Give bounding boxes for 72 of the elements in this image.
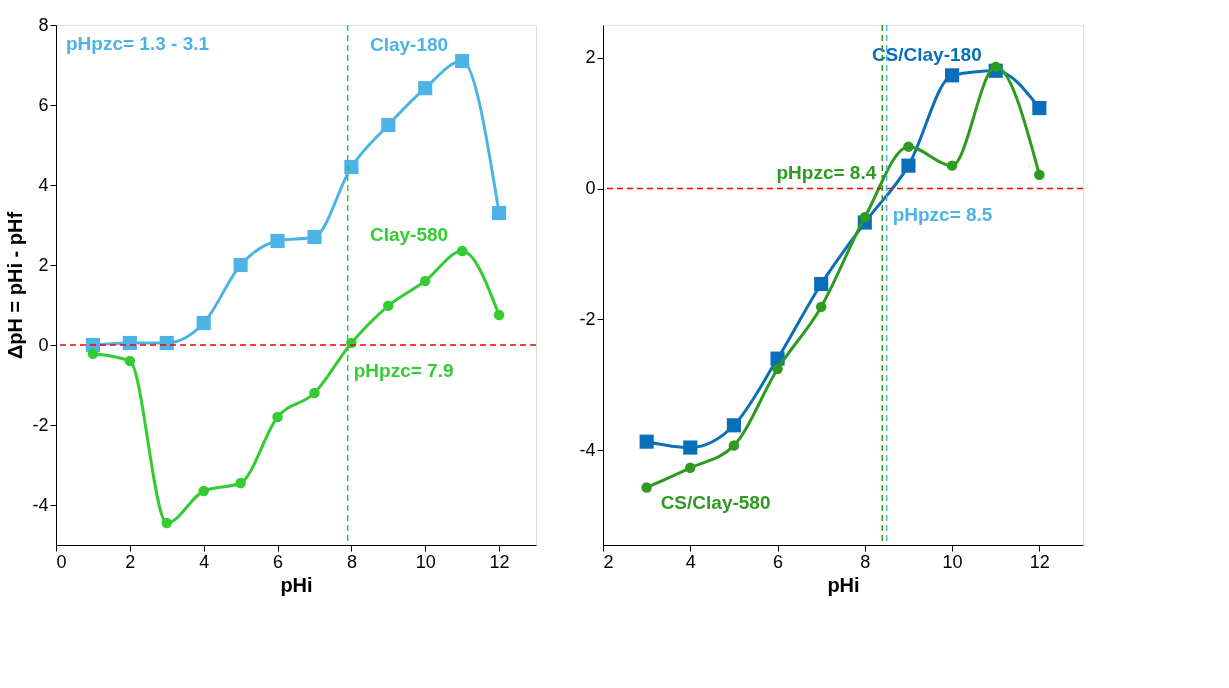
- series-label: CS/Clay-580: [660, 492, 771, 514]
- x-tick-label: 12: [1029, 551, 1050, 572]
- point: [492, 205, 507, 221]
- point: [270, 233, 285, 249]
- x-tick-label: 0: [56, 551, 67, 572]
- point: [419, 275, 431, 287]
- point: [726, 418, 741, 433]
- point: [685, 462, 696, 474]
- point: [641, 482, 652, 493]
- point: [946, 160, 958, 171]
- point: [307, 229, 322, 245]
- point: [815, 301, 827, 313]
- point: [161, 517, 173, 529]
- point: [1032, 101, 1047, 116]
- point: [1034, 169, 1045, 181]
- point: [728, 440, 740, 451]
- point: [772, 363, 783, 375]
- point: [87, 348, 99, 360]
- point: [493, 309, 505, 321]
- point: [196, 315, 211, 331]
- point: [272, 411, 283, 423]
- point: [233, 257, 248, 273]
- point: [683, 440, 698, 455]
- y-tick-label: -4: [32, 494, 49, 515]
- x-tick-label: 12: [489, 551, 510, 572]
- ref-line-label: pHpzc= 8.4: [776, 161, 877, 183]
- y-tick-label: 6: [38, 94, 49, 115]
- x-tick-label: 2: [125, 551, 136, 572]
- x-tick-label: 4: [685, 551, 696, 572]
- point: [945, 68, 960, 83]
- point: [859, 212, 871, 223]
- point: [814, 276, 829, 292]
- point: [198, 485, 209, 497]
- point: [344, 159, 359, 175]
- y-tick-label: 2: [585, 47, 596, 68]
- point: [639, 434, 654, 449]
- series-label: Clay-180: [369, 34, 449, 55]
- y-tick-label: -2: [579, 308, 596, 329]
- y-tick-label: 0: [38, 334, 49, 355]
- point: [235, 477, 246, 489]
- point: [383, 300, 394, 312]
- point: [418, 81, 433, 96]
- point: [456, 245, 468, 257]
- ref-line-label: pHpzc= 7.9: [353, 360, 454, 381]
- point: [455, 53, 470, 69]
- point: [990, 61, 1001, 73]
- y-axis-title: ΔpH = pHi - pHf: [4, 211, 27, 360]
- series-label: Clay-580: [369, 224, 449, 245]
- ref-line-label: pHpzc= 8.5: [892, 203, 993, 225]
- x-tick-label: 6: [773, 551, 784, 572]
- series-label: CS/Clay-180: [871, 43, 982, 65]
- y-tick-label: 8: [38, 14, 49, 35]
- x-tick-label: 10: [942, 551, 963, 572]
- x-tick-label: 8: [346, 551, 357, 572]
- y-tick-label: 0: [585, 178, 596, 199]
- y-tick-label: -2: [32, 414, 49, 435]
- y-tick-label: 4: [38, 174, 49, 195]
- x-tick-label: 2: [603, 551, 614, 572]
- x-tick-label: 4: [199, 551, 210, 572]
- x-tick-label: 8: [860, 551, 871, 572]
- x-tick-label: 10: [415, 551, 436, 572]
- x-axis-title: pHi: [827, 573, 860, 596]
- point: [309, 387, 320, 399]
- y-tick-label: 2: [38, 254, 49, 275]
- point: [381, 117, 396, 133]
- y-tick-label: -4: [579, 439, 596, 460]
- point: [124, 355, 136, 367]
- x-axis-title: pHi: [280, 573, 313, 596]
- annotation: pHpzc= 1.3 - 3.1: [66, 33, 210, 54]
- point: [903, 141, 914, 152]
- point: [901, 158, 916, 173]
- x-tick-label: 6: [273, 551, 284, 572]
